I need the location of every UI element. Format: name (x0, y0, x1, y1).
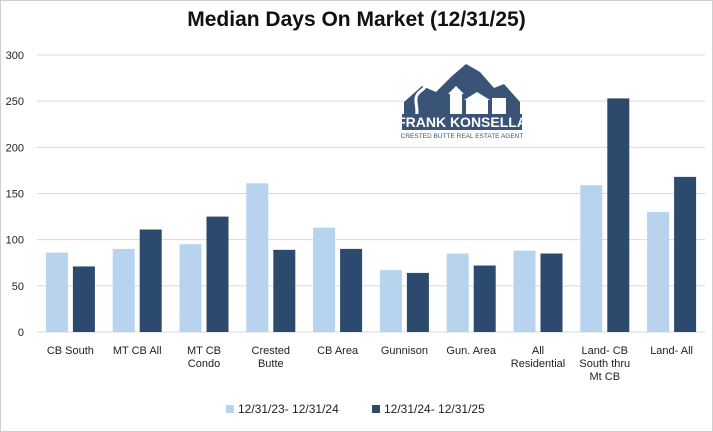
x-category-label: Land- All (650, 345, 693, 357)
legend-label-series-1: 12/31/23- 12/31/24 (238, 402, 339, 416)
bar-series-2 (406, 272, 429, 332)
building-3 (492, 98, 506, 114)
x-category-label: Condo (188, 358, 220, 370)
building-1 (450, 94, 462, 114)
x-category-label: Land- CB (582, 345, 628, 357)
logo-name-band (402, 114, 522, 130)
bar-series-2 (674, 176, 697, 332)
legend-swatch-series-2 (372, 405, 380, 413)
legend-swatch-series-1 (226, 405, 234, 413)
building-2 (466, 100, 488, 114)
frank-konsella-logo: FRANK KONSELLA CRESTED BUTTE REAL ESTATE… (397, 64, 527, 140)
bar-series-1 (647, 211, 670, 332)
bar-series-2 (473, 265, 496, 332)
y-tick-label: 50 (12, 281, 24, 293)
bar-series-2 (340, 248, 363, 332)
bar-series-1 (379, 270, 402, 332)
legend: 12/31/23- 12/31/24 12/31/24- 12/31/25 (226, 402, 485, 416)
x-category-label: MT CB All (113, 345, 162, 357)
logo-name: FRANK KONSELLA (397, 114, 527, 130)
bar-series-1 (513, 250, 536, 332)
legend-label-series-2: 12/31/24- 12/31/25 (384, 402, 485, 416)
building-1-roof (448, 86, 464, 94)
y-tick-label: 200 (6, 142, 24, 154)
y-tick-label: 0 (18, 327, 24, 339)
bar-series-1 (179, 244, 202, 332)
x-category-label: All (532, 345, 544, 357)
bar-series-1 (580, 185, 603, 332)
y-tick-label: 250 (6, 96, 24, 108)
bar-series-2 (72, 266, 95, 332)
road-graphic (414, 72, 433, 119)
logo-tagline: CRESTED BUTTE REAL ESTATE AGENT (401, 133, 524, 140)
bar-series-1 (112, 248, 135, 332)
y-tick-label: 100 (6, 235, 24, 247)
building-2-roof (464, 92, 490, 100)
bar-series-2 (273, 249, 296, 332)
x-category-label: Crested (252, 345, 291, 357)
y-tick-label: 300 (6, 50, 24, 62)
bar-series-2 (206, 216, 229, 332)
x-category-label: Butte (258, 358, 284, 370)
y-tick-label: 150 (6, 189, 24, 201)
x-category-label: MT CB (187, 345, 221, 357)
x-category-label: CB South (47, 345, 94, 357)
bar-series-2 (139, 229, 162, 332)
bar-series-1 (45, 252, 68, 332)
y-axis-ticks: 0 50 100 150 200 250 300 (6, 50, 24, 339)
bars (45, 98, 697, 332)
x-category-label: South thru (579, 358, 630, 370)
bar-series-1 (446, 253, 469, 332)
bar-series-2 (607, 98, 630, 332)
x-category-label: Gun. Area (446, 345, 496, 357)
gridlines (37, 54, 705, 333)
x-category-label: Gunnison (381, 345, 428, 357)
x-category-label: Residential (511, 358, 565, 370)
bar-series-2 (540, 253, 563, 332)
x-category-label: Mt CB (590, 371, 621, 383)
bar-series-1 (313, 227, 336, 332)
x-category-label: CB Area (317, 345, 359, 357)
bar-series-1 (246, 183, 269, 332)
chart-title: Median Days On Market (12/31/25) (187, 8, 526, 31)
